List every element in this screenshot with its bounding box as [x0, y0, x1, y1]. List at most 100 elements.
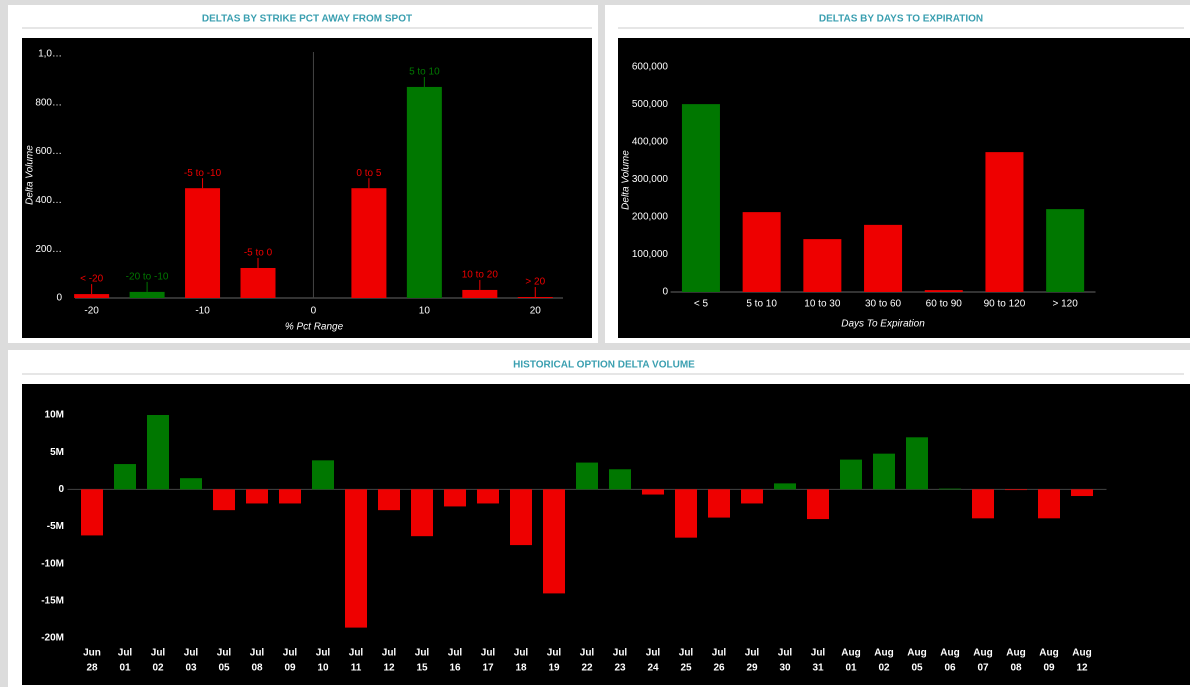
bar: [642, 489, 664, 495]
bar: [873, 453, 895, 490]
x-tick-label: 60 to 90: [926, 299, 963, 310]
x-tick-label: Jul: [580, 648, 595, 659]
bar: [406, 86, 442, 298]
bar: [185, 188, 221, 298]
x-tick-label: 11: [351, 663, 362, 674]
y-tick-label: 5M: [50, 447, 64, 458]
y-axis-label: Delta Volume: [621, 150, 632, 210]
x-tick-label: 09: [1043, 663, 1055, 674]
bar: [803, 239, 842, 292]
x-tick-label: Jul: [217, 648, 232, 659]
bar: [864, 224, 903, 292]
chart-title: DELTAS BY STRIKE PCT AWAY FROM SPOT: [202, 14, 412, 25]
x-tick-label: Jul: [184, 648, 199, 659]
bar: [279, 489, 301, 504]
y-tick-label: 0: [58, 484, 64, 495]
x-axis-label: % Pct Range: [285, 322, 344, 333]
x-tick-label: 26: [713, 663, 725, 674]
y-tick-label: 400…: [35, 195, 62, 206]
bar: [985, 152, 1024, 292]
bar: [1005, 489, 1027, 491]
bar: [1046, 209, 1085, 292]
x-tick-label: 01: [119, 663, 131, 674]
bar: [312, 460, 334, 490]
bar: [807, 489, 829, 520]
x-tick-label: Jul: [316, 648, 331, 659]
x-tick-label: Aug: [874, 648, 893, 659]
y-tick-label: -5M: [47, 521, 64, 532]
x-tick-label: 29: [746, 663, 758, 674]
x-tick-label: 5 to 10: [746, 299, 777, 310]
bar: [147, 415, 169, 490]
x-tick-label: 08: [1010, 663, 1022, 674]
bar: [609, 469, 631, 490]
y-tick-label: 200…: [35, 244, 62, 255]
bar: [477, 489, 499, 504]
plot-bg: [22, 384, 1190, 685]
y-tick-label: 400,000: [632, 137, 669, 148]
bar: [240, 267, 276, 298]
x-tick-label: 31: [812, 663, 824, 674]
y-tick-label: 300,000: [632, 174, 669, 185]
bar: [246, 489, 268, 504]
bar: [351, 188, 387, 298]
x-tick-label: 10: [419, 306, 431, 317]
x-tick-label: Jul: [382, 648, 397, 659]
bar: [213, 489, 235, 511]
y-tick-label: -15M: [41, 595, 64, 606]
x-tick-label: 18: [515, 663, 527, 674]
x-tick-label: 02: [878, 663, 890, 674]
bar: [741, 489, 763, 504]
x-tick-label: Aug: [1039, 648, 1058, 659]
bar: [972, 489, 994, 519]
x-tick-label: Jul: [118, 648, 133, 659]
y-axis-label: Delta Volume: [25, 145, 36, 205]
x-tick-label: 28: [86, 663, 98, 674]
x-tick-label: 02: [152, 663, 164, 674]
x-tick-label: 17: [482, 663, 494, 674]
x-tick-label: Jul: [712, 648, 727, 659]
x-tick-label: 10 to 30: [804, 299, 841, 310]
x-tick-label: Jul: [448, 648, 463, 659]
x-tick-label: 07: [977, 663, 989, 674]
bar: [742, 212, 781, 292]
x-tick-label: Jul: [679, 648, 694, 659]
bar: [924, 290, 963, 292]
y-tick-label: 600,000: [632, 62, 669, 73]
y-tick-label: 600…: [35, 146, 62, 157]
x-tick-label: 25: [680, 663, 692, 674]
x-tick-label: 12: [1076, 663, 1088, 674]
y-tick-label: 200,000: [632, 212, 669, 223]
x-tick-label: 10: [317, 663, 329, 674]
x-tick-label: > 120: [1052, 299, 1078, 310]
x-tick-label: Jul: [415, 648, 430, 659]
x-tick-label: 22: [581, 663, 593, 674]
x-tick-label: 08: [251, 663, 263, 674]
x-tick-label: 06: [944, 663, 956, 674]
x-tick-label: -10: [195, 306, 210, 317]
x-tick-label: 30: [779, 663, 791, 674]
x-tick-label: 20: [530, 306, 542, 317]
chart-title: HISTORICAL OPTION DELTA VOLUME: [513, 360, 695, 371]
x-tick-label: 15: [416, 663, 428, 674]
x-tick-label: Jun: [83, 648, 101, 659]
x-tick-label: 05: [911, 663, 923, 674]
x-tick-label: Aug: [1006, 648, 1025, 659]
bar: [1071, 489, 1093, 497]
x-tick-label: 05: [218, 663, 230, 674]
bar: [840, 459, 862, 490]
y-tick-label: -10M: [41, 558, 64, 569]
bar: [681, 104, 720, 292]
y-tick-label: 1,0…: [38, 49, 62, 60]
bar: [510, 489, 532, 546]
bar: [114, 464, 136, 490]
x-axis-label: Days To Expiration: [841, 319, 925, 330]
x-tick-label: Jul: [349, 648, 364, 659]
bar-label: -5 to 0: [244, 248, 273, 259]
x-tick-label: 0: [311, 306, 317, 317]
y-tick-label: 10M: [45, 410, 64, 421]
bar: [1038, 489, 1060, 519]
x-tick-label: 90 to 120: [984, 299, 1026, 310]
